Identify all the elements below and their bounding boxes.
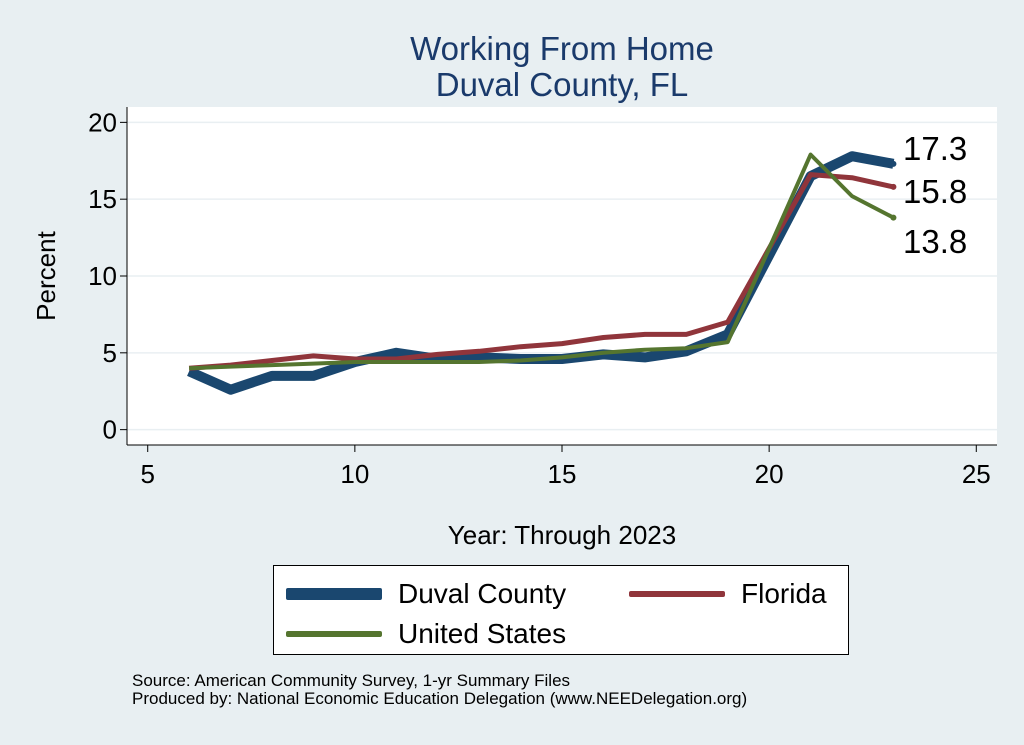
legend-item-florida: Florida (629, 578, 827, 610)
x-tick-label: 15 (548, 459, 577, 489)
legend-swatch-duval (286, 588, 382, 600)
x-tick-label: 5 (140, 459, 154, 489)
source-line: Source: American Community Survey, 1-yr … (132, 671, 571, 690)
y-tick-label: 15 (88, 184, 117, 214)
y-tick-label: 0 (103, 415, 117, 445)
y-tick-label: 5 (103, 338, 117, 368)
chart-title-line1: Working From Home (410, 30, 714, 67)
producer-line: Produced by: National Economic Education… (132, 689, 748, 708)
end-point-marker (890, 160, 897, 167)
legend-label-us: United States (398, 618, 567, 649)
x-axis-title: Year: Through 2023 (448, 520, 676, 550)
end-point-marker (890, 214, 897, 221)
end-point-marker (890, 183, 897, 190)
legend: Duval County Florida United States (273, 565, 849, 655)
series-line-florida (188, 172, 894, 371)
y-tick-label: 10 (88, 261, 117, 291)
legend-swatch-florida (629, 591, 725, 597)
legend-label-duval: Duval County (398, 578, 567, 609)
x-tick-label: 10 (340, 459, 369, 489)
end-value-label: 17.3 (903, 130, 967, 167)
series-line-us (189, 152, 895, 371)
source-note: Source: American Community Survey, 1-yr … (132, 672, 747, 708)
legend-label-florida: Florida (741, 578, 827, 609)
legend-item-us: United States (286, 618, 566, 650)
end-value-label: 13.8 (903, 223, 967, 260)
end-value-label: 15.8 (903, 173, 967, 210)
legend-item-duval: Duval County (286, 578, 566, 610)
y-axis-title: Percent (31, 230, 61, 320)
y-tick-label: 20 (88, 107, 117, 137)
x-tick-label: 25 (962, 459, 991, 489)
chart-title-line2: Duval County, FL (435, 66, 689, 103)
x-tick-label: 20 (755, 459, 784, 489)
legend-swatch-us (286, 631, 382, 637)
